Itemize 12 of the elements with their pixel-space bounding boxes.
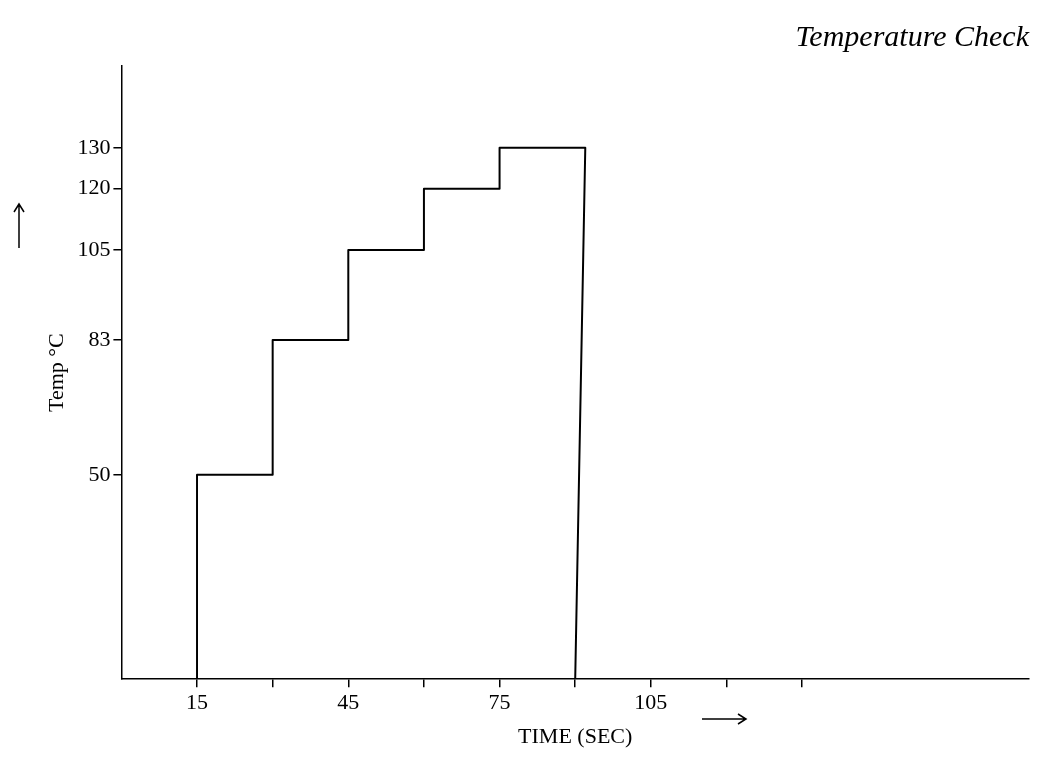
x-tick-label: 75 [488, 689, 511, 715]
y-tick-label: 130 [77, 133, 111, 159]
y-axis-title: Temp °C [42, 333, 68, 412]
x-tick-label: 45 [337, 689, 360, 715]
x-tick-label: 105 [634, 689, 668, 715]
y-tick-label: 105 [77, 235, 111, 261]
x-axis-title: TIME (SEC) [518, 722, 633, 748]
chart-title: Temperature Check [795, 18, 1030, 52]
y-tick-label: 50 [88, 460, 111, 486]
y-tick-label: 83 [88, 325, 111, 351]
y-tick-label: 120 [77, 174, 111, 200]
x-tick-label: 15 [186, 689, 209, 715]
